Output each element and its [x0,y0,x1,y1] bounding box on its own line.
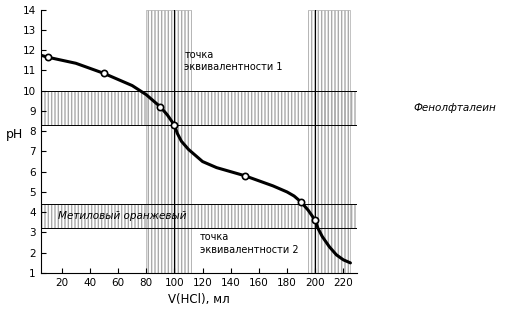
Text: точка
эквивалентности 1: точка эквивалентности 1 [184,50,283,72]
Bar [308,10,351,273]
Text: точка
эквивалентности 2: точка эквивалентности 2 [200,232,298,255]
Bar [41,90,357,125]
X-axis label: V(HCl), мл: V(HCl), мл [168,294,230,306]
Text: Фенолфталеин: Фенолфталеин [414,103,496,113]
Text: Метиловый оранжевый: Метиловый оранжевый [57,211,186,221]
Y-axis label: pH: pH [6,128,23,141]
Bar [41,204,357,228]
Bar [146,10,191,273]
